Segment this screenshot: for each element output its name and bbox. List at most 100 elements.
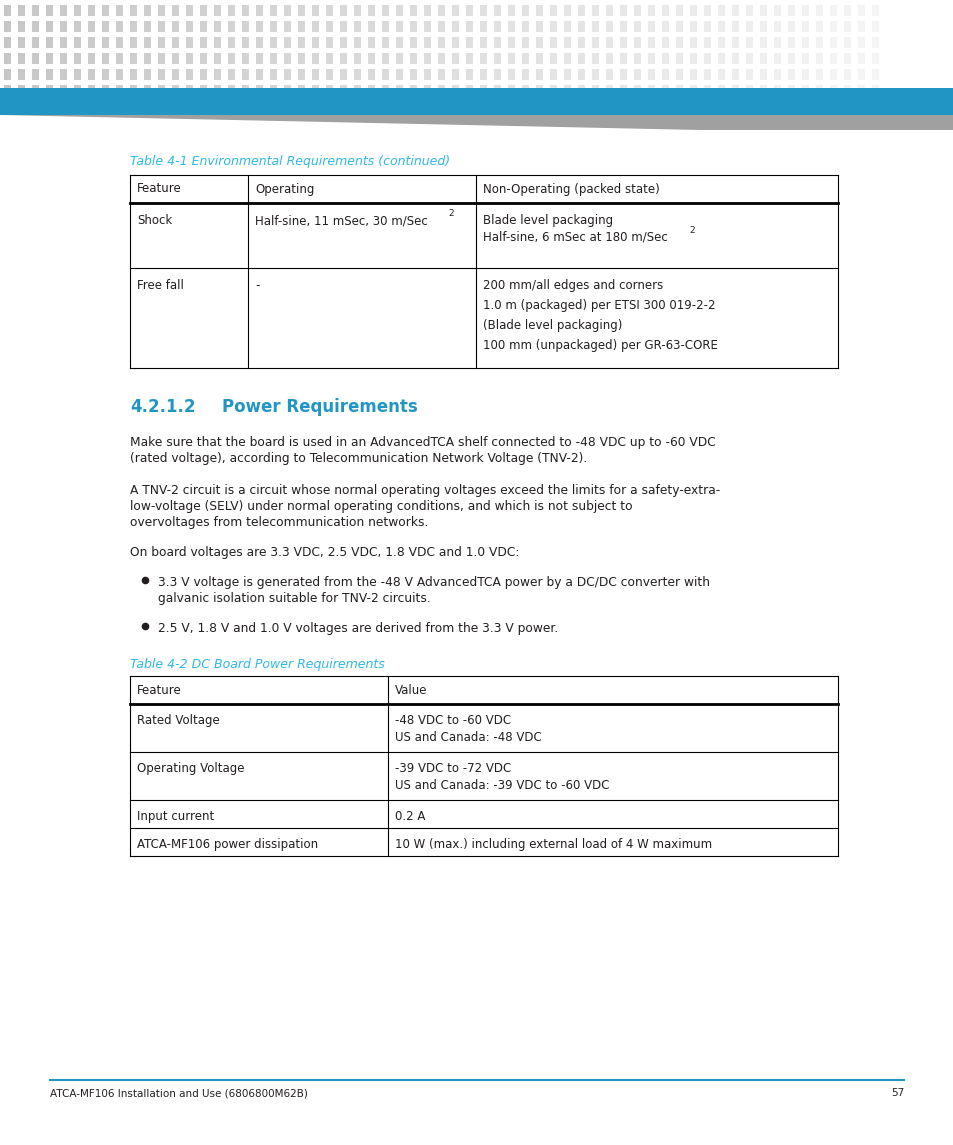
FancyBboxPatch shape (74, 53, 81, 63)
FancyBboxPatch shape (480, 21, 487, 32)
FancyBboxPatch shape (858, 21, 864, 32)
FancyBboxPatch shape (256, 85, 263, 95)
FancyBboxPatch shape (872, 21, 879, 32)
FancyBboxPatch shape (382, 53, 389, 63)
FancyBboxPatch shape (229, 21, 235, 32)
FancyBboxPatch shape (816, 69, 822, 79)
FancyBboxPatch shape (522, 85, 529, 95)
FancyBboxPatch shape (788, 53, 795, 63)
Text: Input current: Input current (137, 810, 214, 823)
Text: (rated voltage), according to Telecommunication Network Voltage (TNV-2).: (rated voltage), according to Telecommun… (130, 452, 587, 465)
FancyBboxPatch shape (466, 53, 473, 63)
FancyBboxPatch shape (214, 21, 221, 32)
Text: 4.2.1.2: 4.2.1.2 (130, 398, 195, 416)
FancyBboxPatch shape (326, 53, 334, 63)
FancyBboxPatch shape (634, 53, 640, 63)
FancyBboxPatch shape (522, 37, 529, 47)
FancyBboxPatch shape (801, 21, 809, 32)
FancyBboxPatch shape (32, 21, 39, 32)
FancyBboxPatch shape (661, 53, 669, 63)
FancyBboxPatch shape (214, 85, 221, 95)
FancyBboxPatch shape (732, 69, 739, 79)
FancyBboxPatch shape (718, 85, 724, 95)
FancyBboxPatch shape (745, 37, 753, 47)
FancyBboxPatch shape (830, 21, 837, 32)
FancyBboxPatch shape (424, 21, 431, 32)
FancyBboxPatch shape (158, 5, 165, 16)
FancyBboxPatch shape (760, 21, 767, 32)
Text: A TNV-2 circuit is a circuit whose normal operating voltages exceed the limits f: A TNV-2 circuit is a circuit whose norma… (130, 484, 720, 497)
FancyBboxPatch shape (186, 69, 193, 79)
FancyBboxPatch shape (606, 21, 613, 32)
FancyBboxPatch shape (172, 21, 179, 32)
FancyBboxPatch shape (298, 85, 305, 95)
FancyBboxPatch shape (89, 53, 95, 63)
FancyBboxPatch shape (5, 37, 11, 47)
FancyBboxPatch shape (102, 69, 110, 79)
Text: -: - (254, 279, 259, 292)
FancyBboxPatch shape (564, 5, 571, 16)
FancyBboxPatch shape (634, 5, 640, 16)
FancyBboxPatch shape (18, 85, 26, 95)
FancyBboxPatch shape (508, 85, 515, 95)
FancyBboxPatch shape (661, 21, 669, 32)
FancyBboxPatch shape (592, 37, 598, 47)
FancyBboxPatch shape (536, 5, 543, 16)
FancyBboxPatch shape (774, 21, 781, 32)
Bar (0, 88, 953, 114)
FancyBboxPatch shape (718, 53, 724, 63)
FancyBboxPatch shape (186, 85, 193, 95)
FancyBboxPatch shape (284, 21, 292, 32)
Polygon shape (0, 114, 700, 131)
FancyBboxPatch shape (858, 85, 864, 95)
FancyBboxPatch shape (732, 21, 739, 32)
Text: 3.3 V voltage is generated from the -48 V AdvancedTCA power by a DC/DC converter: 3.3 V voltage is generated from the -48 … (158, 576, 709, 589)
FancyBboxPatch shape (592, 5, 598, 16)
FancyBboxPatch shape (522, 21, 529, 32)
Text: Operating Voltage: Operating Voltage (137, 763, 244, 775)
FancyBboxPatch shape (690, 53, 697, 63)
FancyBboxPatch shape (74, 85, 81, 95)
FancyBboxPatch shape (830, 53, 837, 63)
FancyBboxPatch shape (661, 85, 669, 95)
Text: Blade level packaging: Blade level packaging (482, 214, 613, 227)
FancyBboxPatch shape (242, 85, 250, 95)
FancyBboxPatch shape (816, 37, 822, 47)
FancyBboxPatch shape (313, 5, 319, 16)
FancyBboxPatch shape (522, 69, 529, 79)
FancyBboxPatch shape (47, 21, 53, 32)
FancyBboxPatch shape (676, 69, 682, 79)
FancyBboxPatch shape (229, 37, 235, 47)
FancyBboxPatch shape (550, 53, 557, 63)
FancyBboxPatch shape (424, 69, 431, 79)
FancyBboxPatch shape (200, 85, 208, 95)
FancyBboxPatch shape (340, 85, 347, 95)
FancyBboxPatch shape (200, 5, 208, 16)
FancyBboxPatch shape (536, 53, 543, 63)
FancyBboxPatch shape (703, 5, 711, 16)
FancyBboxPatch shape (648, 53, 655, 63)
FancyBboxPatch shape (452, 5, 459, 16)
FancyBboxPatch shape (326, 21, 334, 32)
Text: Feature: Feature (137, 684, 182, 696)
FancyBboxPatch shape (102, 21, 110, 32)
FancyBboxPatch shape (410, 21, 417, 32)
FancyBboxPatch shape (858, 69, 864, 79)
FancyBboxPatch shape (661, 69, 669, 79)
Text: Power Requirements: Power Requirements (222, 398, 417, 416)
FancyBboxPatch shape (578, 37, 585, 47)
FancyBboxPatch shape (438, 69, 445, 79)
FancyBboxPatch shape (396, 69, 403, 79)
FancyBboxPatch shape (634, 69, 640, 79)
Text: Rated Voltage: Rated Voltage (137, 714, 219, 727)
Text: galvanic isolation suitable for TNV-2 circuits.: galvanic isolation suitable for TNV-2 ci… (158, 592, 431, 605)
FancyBboxPatch shape (32, 85, 39, 95)
FancyBboxPatch shape (60, 21, 68, 32)
FancyBboxPatch shape (229, 85, 235, 95)
FancyBboxPatch shape (830, 37, 837, 47)
FancyBboxPatch shape (424, 5, 431, 16)
FancyBboxPatch shape (801, 69, 809, 79)
FancyBboxPatch shape (508, 37, 515, 47)
FancyBboxPatch shape (760, 53, 767, 63)
FancyBboxPatch shape (872, 5, 879, 16)
